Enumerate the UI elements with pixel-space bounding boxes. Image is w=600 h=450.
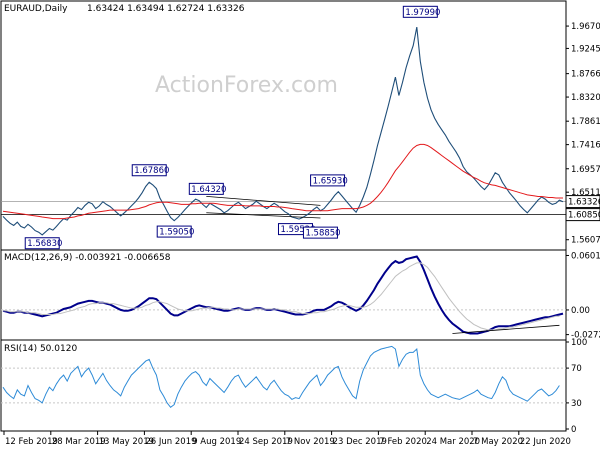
price-ohlc-header: 1.63424 1.63494 1.62724 1.63326 [87,4,245,14]
price-annotation-box [402,5,438,18]
price-series-1 [2,143,563,220]
x-tick-label: 13 May 2019 [99,437,154,447]
price-annotation-label: 1.58850 [305,229,340,239]
price-y-tick-label: 1.56075 [571,236,600,246]
price-y-tick-label: 1.78615 [571,117,600,127]
macd-pane-title: MACD(12,26,9) -0.003921 -0.006658 [4,253,171,263]
rsi-y-tick-label: 100 [571,338,587,348]
macd-pane [0,249,567,341]
x-tick-label: 7 Nov 2019 [286,437,335,447]
price-annotation-label: 1.67860 [134,166,169,176]
price-annotation-label: 1.59050 [159,228,194,238]
price-annotation-box [302,226,338,239]
price-annotation-box [131,164,167,177]
price-pane [0,0,567,251]
price-trendline [206,212,321,219]
x-tick-label: 23 Dec 2019 [333,437,387,447]
x-tick-label: 9 Aug 2019 [192,437,241,447]
rsi-pane [0,339,567,432]
macd-plot [1,255,566,335]
x-tick-label: 24 Mar 2020 [426,437,480,447]
macd-y-tick-label: -0.02725 [571,331,600,341]
x-tick-label: 12 Feb 2019 [5,437,58,447]
x-tick-label: 24 Sep 2019 [239,437,293,447]
rsi-series-0 [2,345,560,408]
axes: 1.96705 1.92455 1.87660 1.83205 1.78615 1.741… [3,22,600,447]
price-plot: 1.56830 1.67860 1.59050 1.64320 1.595201.588… [1,5,566,250]
price-y-tick-label: 1.87660 [571,70,600,80]
rsi-y-tick-label: 0 [571,425,576,435]
current-price-box [565,195,600,209]
x-tick-label: 28 Mar 2019 [52,437,106,447]
price-annotation-label: 1.97990 [405,8,440,18]
price-annotation-box [188,182,224,195]
price-annotation-label: 1.56830 [27,239,62,249]
price-y-tick-label: 1.96705 [571,22,600,32]
macd-trendline [452,324,560,334]
support-price-box [565,208,600,222]
current-price-box-label: 1.63326 [568,198,600,208]
rsi-pane-title: RSI(14) 50.0120 [4,344,77,354]
price-y-tick-label: 1.83205 [571,93,600,103]
x-tick-label: 7 Feb 2020 [379,437,427,447]
price-annotation-box [156,225,192,238]
price-y-tick-label: 1.92455 [571,44,600,54]
macd-series-0 [2,255,564,335]
price-annotation-box [24,237,60,250]
x-tick-label: 22 Jun 2020 [520,437,571,447]
price-series-0 [2,26,564,236]
x-tick-label: 7 May 2020 [473,437,523,447]
price-trendline [206,195,321,206]
watermark: ActionForex.com [155,73,338,98]
support-price-box-label: 1.60850 [568,211,600,221]
price-annotation-label: 1.64320 [191,185,226,195]
macd-y-tick-label: 0.060165 [571,251,600,261]
price-annotation-label: 1.65930 [313,176,348,186]
rsi-y-tick-label: 30 [571,399,582,409]
price-pane-title: EURAUD,Daily [4,4,68,14]
price-annotation-box [310,174,346,187]
rsi-plot [1,345,566,408]
x-tick-label: 26 Jun 2019 [145,437,196,447]
rsi-y-tick-label: 70 [571,364,582,374]
macd-series-1 [3,262,560,331]
price-y-tick-label: 1.65115 [571,188,600,198]
price-y-tick-label: 1.69570 [571,165,600,175]
macd-y-tick-label: 0.00 [571,306,590,316]
price-annotation-label: 1.59520 [280,225,315,235]
price-y-tick-label: 1.74160 [571,141,600,151]
